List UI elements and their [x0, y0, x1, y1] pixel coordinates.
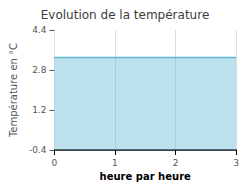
svg-text:Evolution de la température: Evolution de la température [41, 8, 210, 22]
svg-text:2: 2 [173, 158, 179, 168]
svg-text:0: 0 [52, 158, 58, 168]
svg-text:3: 3 [233, 158, 239, 168]
svg-text:1.2: 1.2 [32, 105, 46, 115]
svg-text:2.8: 2.8 [32, 65, 47, 75]
svg-text:1: 1 [112, 158, 118, 168]
svg-text:Température en °C: Température en °C [8, 43, 19, 138]
svg-text:heure par heure: heure par heure [100, 171, 191, 182]
svg-text:4.4: 4.4 [32, 25, 47, 35]
svg-text:-0.4: -0.4 [29, 145, 47, 155]
